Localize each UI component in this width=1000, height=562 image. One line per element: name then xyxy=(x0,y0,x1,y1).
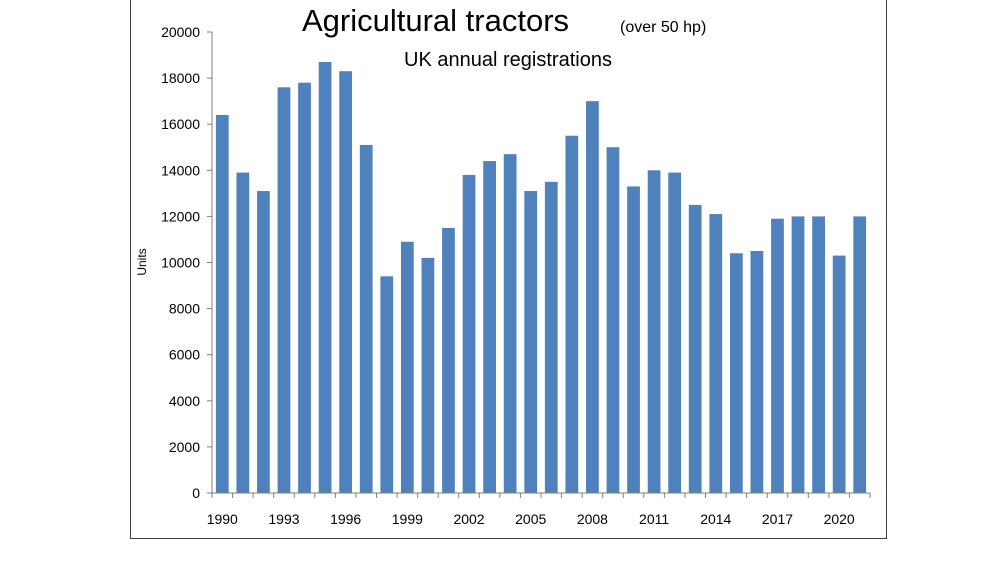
bar-2012 xyxy=(668,172,682,494)
x-tick-label: 1990 xyxy=(207,511,238,527)
y-tick-label: 0 xyxy=(192,485,200,501)
bar-2004 xyxy=(503,154,517,494)
bar-2019 xyxy=(812,216,825,493)
chart-title-note: (over 50 hp) xyxy=(620,19,706,36)
bar-1994 xyxy=(298,82,311,494)
x-tick-label: 1996 xyxy=(330,511,361,527)
x-tick-label: 1999 xyxy=(392,511,423,527)
y-tick-label: 20000 xyxy=(161,24,200,40)
bar-2020 xyxy=(832,255,846,493)
y-tick-label: 6000 xyxy=(169,347,200,363)
bar-2008 xyxy=(586,101,599,494)
bar-2013 xyxy=(688,204,702,493)
bar-1991 xyxy=(236,172,250,494)
y-tick-label: 10000 xyxy=(161,255,200,271)
bar-2007 xyxy=(565,135,579,493)
bar-2006 xyxy=(544,181,558,493)
x-tick-label: 2020 xyxy=(824,511,855,527)
bar-2000 xyxy=(421,257,435,493)
x-tick-label: 2014 xyxy=(700,511,731,527)
bar-2003 xyxy=(483,161,496,493)
x-tick-label: 2002 xyxy=(453,511,484,527)
y-tick-label: 14000 xyxy=(161,162,200,178)
bar-2018 xyxy=(791,216,805,493)
bars xyxy=(215,61,867,494)
bar-2021 xyxy=(853,216,867,493)
bar-2017 xyxy=(771,218,784,493)
bar-2009 xyxy=(606,147,620,493)
chart-title: Agricultural tractors xyxy=(302,3,569,38)
bar-1992 xyxy=(257,191,270,494)
bar-1999 xyxy=(400,241,414,493)
y-tick-label: 4000 xyxy=(169,393,200,409)
y-tick-label: 16000 xyxy=(161,116,200,132)
y-axis-label: Units xyxy=(135,248,149,275)
bar-2001 xyxy=(442,227,455,494)
y-axis: 0 2000 4000 6000 8000 10000 12000 14000 16000 180… xyxy=(161,24,213,501)
y-tick-label: 12000 xyxy=(161,208,200,224)
bar-1995 xyxy=(318,61,332,494)
x-tick-label: 2005 xyxy=(515,511,546,527)
y-tick-label: 8000 xyxy=(169,301,200,317)
y-tick-label: 2000 xyxy=(169,439,200,455)
y-tick-label: 18000 xyxy=(161,70,200,86)
x-tick-label: 2011 xyxy=(639,511,669,527)
bar-1998 xyxy=(380,276,394,493)
bar-2016 xyxy=(750,250,764,493)
bar-2014 xyxy=(709,214,723,493)
chart-subtitle: UK annual registrations xyxy=(404,49,612,71)
bar-1996 xyxy=(339,71,353,493)
x-axis: 1990 1993 1996 1999 2002 2005 2008 2011 2014 2017… xyxy=(207,492,871,527)
bar-2010 xyxy=(627,186,640,493)
bar-2005 xyxy=(524,191,538,494)
bar-1997 xyxy=(359,144,373,493)
x-tick-label: 2008 xyxy=(577,511,608,527)
bar-1993 xyxy=(277,87,291,493)
bar-2015 xyxy=(729,253,743,493)
bar-1990 xyxy=(215,114,229,493)
x-tick-label: 2017 xyxy=(762,511,793,527)
bar-2011 xyxy=(647,170,661,494)
x-tick-label: 1993 xyxy=(268,511,299,527)
bar-2002 xyxy=(462,174,476,493)
